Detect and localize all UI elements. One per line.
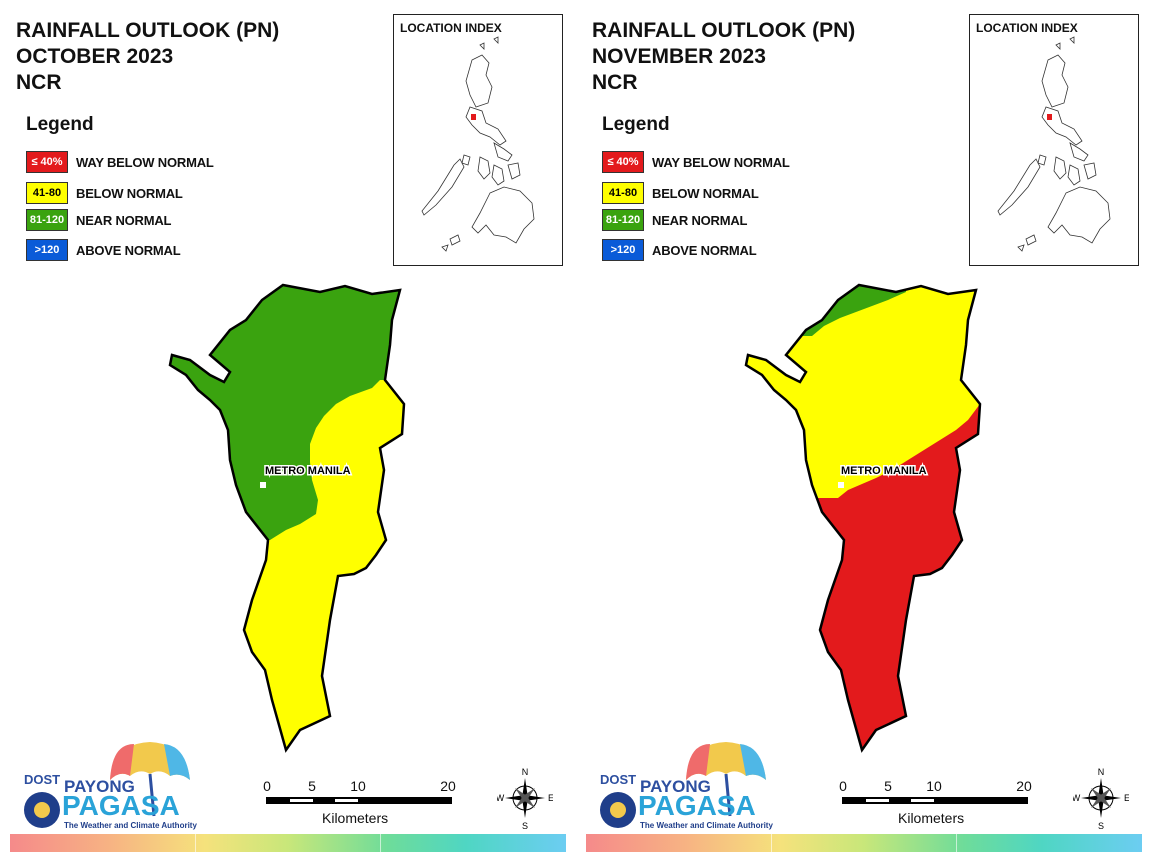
logo-dost: DOST: [24, 772, 60, 787]
compass-e: E: [548, 793, 553, 803]
outlook-panel-november: RAINFALL OUTLOOK (PN) NOVEMBER 2023 NCR …: [576, 0, 1152, 864]
compass-e: E: [1124, 793, 1129, 803]
legend-label: WAY BELOW NORMAL: [652, 154, 790, 170]
pagasa-logo: DOST PAYONG PAGASA The Weather and Clima…: [590, 740, 790, 832]
title-line-1: RAINFALL OUTLOOK (PN): [16, 19, 280, 42]
legend-swatch: >120: [26, 239, 68, 261]
logo-dost: DOST: [600, 772, 636, 787]
place-label-metro-manila: METRO MANILA: [841, 465, 927, 477]
scale-tick: 5: [308, 778, 316, 794]
scale-unit: Kilometers: [322, 810, 389, 826]
scale-tick: 10: [350, 778, 366, 794]
legend-swatch: ≤ 40%: [26, 151, 68, 173]
title-line-1: RAINFALL OUTLOOK (PN): [592, 19, 856, 42]
logo-tagline: The Weather and Climate Authority: [640, 821, 773, 830]
north-arrow-compass: N S E W: [1072, 766, 1130, 831]
scale-unit: Kilometers: [898, 810, 965, 826]
legend-item-near: 81-120 NEAR NORMAL: [26, 209, 171, 231]
legend-swatch: >120: [602, 239, 644, 261]
logo-pagasa: PAGASA: [62, 790, 180, 821]
title-line-3: NCR: [592, 71, 638, 94]
compass-n: N: [1098, 767, 1105, 777]
scale-tick: 0: [263, 778, 271, 794]
scale-tick: 20: [1016, 778, 1032, 794]
legend-swatch: 81-120: [602, 209, 644, 231]
scale-bar-track: [266, 797, 452, 804]
title-line-2: NOVEMBER 2023: [592, 45, 766, 68]
logo-tagline: The Weather and Climate Authority: [64, 821, 197, 830]
map-title: RAINFALL OUTLOOK (PN) NOVEMBER 2023 NCR: [592, 18, 855, 96]
outlook-panel-october: RAINFALL OUTLOOK (PN) OCTOBER 2023 NCR L…: [10, 14, 566, 852]
legend-item-above: >120 ABOVE NORMAL: [602, 239, 757, 261]
legend-label: ABOVE NORMAL: [652, 242, 757, 258]
compass-s: S: [1098, 821, 1104, 830]
location-index-title: LOCATION INDEX: [976, 21, 1078, 35]
legend-label: BELOW NORMAL: [76, 185, 183, 201]
ncr-location-marker: [471, 114, 476, 120]
legend-item-above: >120 ABOVE NORMAL: [26, 239, 181, 261]
logo-pagasa: PAGASA: [638, 790, 756, 821]
title-line-3: NCR: [16, 71, 62, 94]
legend-title: Legend: [26, 114, 94, 135]
legend-swatch: 81-120: [26, 209, 68, 231]
legend-item-way-below: ≤ 40% WAY BELOW NORMAL: [602, 151, 790, 173]
location-index-box: LOCATION INDEX: [393, 14, 563, 266]
legend-label: WAY BELOW NORMAL: [76, 154, 214, 170]
map-marker: [838, 482, 844, 488]
legend-item-below: 41-80 BELOW NORMAL: [602, 182, 759, 204]
scale-tick: 10: [926, 778, 942, 794]
ncr-boundary: [744, 283, 982, 753]
compass-s: S: [522, 821, 528, 830]
logo-payong: PAYONG: [640, 777, 711, 796]
decorative-color-band: [586, 834, 1142, 852]
scale-tick: 20: [440, 778, 456, 794]
legend-item-way-below: ≤ 40% WAY BELOW NORMAL: [26, 151, 214, 173]
scale-bar-track: [842, 797, 1028, 804]
legend-label: NEAR NORMAL: [652, 212, 748, 228]
title-line-2: OCTOBER 2023: [16, 45, 174, 68]
compass-w: W: [497, 793, 505, 803]
place-label-metro-manila: METRO MANILA: [265, 465, 351, 477]
ncr-rainfall-map: METRO MANILA: [744, 283, 982, 753]
legend-item-below: 41-80 BELOW NORMAL: [26, 182, 183, 204]
location-index-title: LOCATION INDEX: [400, 21, 502, 35]
ncr-boundary: [168, 283, 406, 753]
ncr-location-marker: [1047, 114, 1052, 120]
legend-item-near: 81-120 NEAR NORMAL: [602, 209, 747, 231]
legend-swatch: 41-80: [26, 182, 68, 204]
legend-label: BELOW NORMAL: [652, 185, 759, 201]
philippines-index-map: [421, 36, 535, 252]
compass-w: W: [1073, 793, 1081, 803]
map-marker: [260, 482, 266, 488]
map-title: RAINFALL OUTLOOK (PN) OCTOBER 2023 NCR: [16, 18, 279, 96]
scale-bar: 0 5 10 20 Kilometers: [838, 778, 1038, 828]
ncr-rainfall-map: METRO MANILA: [168, 283, 406, 753]
legend-swatch: 41-80: [602, 182, 644, 204]
philippines-index-map: [997, 36, 1111, 252]
north-arrow-compass: N S E W: [496, 766, 554, 831]
legend-swatch: ≤ 40%: [602, 151, 644, 173]
compass-n: N: [522, 767, 529, 777]
legend-label: NEAR NORMAL: [76, 212, 172, 228]
scale-bar: 0 5 10 20 Kilometers: [262, 778, 462, 828]
scale-tick: 0: [839, 778, 847, 794]
scale-tick: 5: [884, 778, 892, 794]
legend-label: ABOVE NORMAL: [76, 242, 181, 258]
location-index-box: LOCATION INDEX: [969, 14, 1139, 266]
legend-title: Legend: [602, 114, 670, 135]
decorative-color-band: [10, 834, 566, 852]
pagasa-logo: DOST PAYONG PAGASA The Weather and Clima…: [14, 740, 214, 832]
logo-payong: PAYONG: [64, 777, 135, 796]
